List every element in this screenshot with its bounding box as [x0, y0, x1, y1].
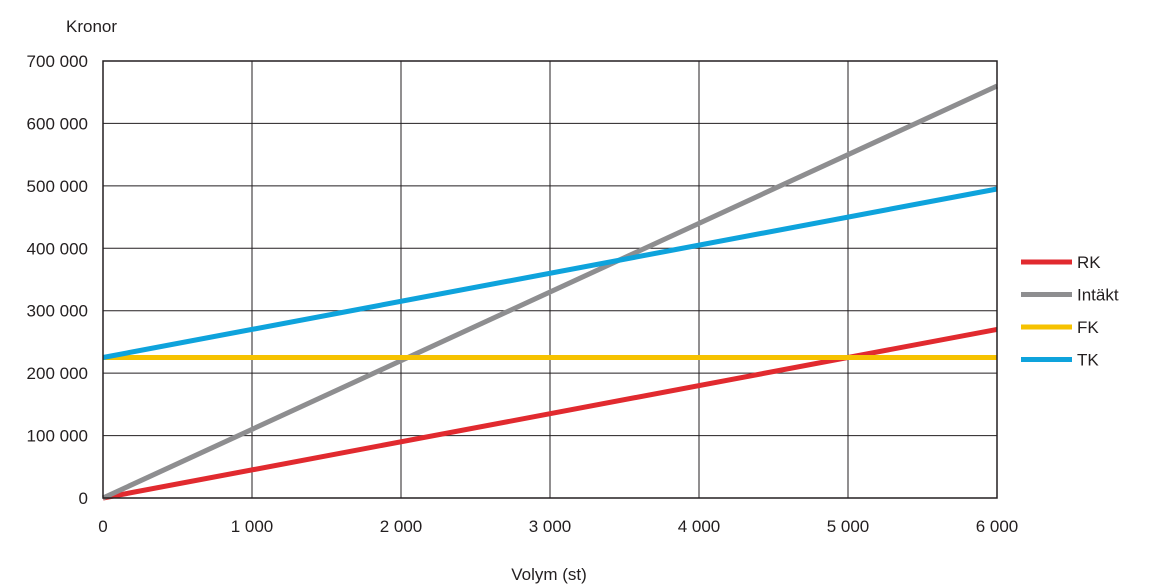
x-tick-label: 4 000: [678, 517, 721, 536]
x-tick-label: 1 000: [231, 517, 274, 536]
y-tick-label: 100 000: [27, 427, 88, 446]
y-tick-labels: 0 100 000 200 000 300 000 400 000 500 000 600 …: [27, 52, 88, 508]
series-line-intäkt: [101, 83, 999, 501]
grid: [102, 60, 998, 499]
x-tick-label: 0: [98, 517, 107, 536]
x-tick-label: 2 000: [380, 517, 423, 536]
plot-frame: [102, 60, 998, 499]
x-tick-label: 3 000: [529, 517, 572, 536]
y-tick-label: 200 000: [27, 364, 88, 383]
y-tick-label: 700 000: [27, 52, 88, 71]
legend-label-rk: RK: [1077, 253, 1101, 272]
y-tick-label: 400 000: [27, 239, 88, 258]
y-tick-label: 0: [79, 489, 88, 508]
x-tick-labels: 0 1 000 2 000 3 000 4 000 5 000 6 000: [98, 517, 1018, 536]
series-lines: [101, 83, 999, 501]
legend: RK Intäkt FK TK: [1021, 253, 1119, 370]
legend-label-intäkt: Intäkt: [1077, 286, 1119, 305]
y-tick-label: 300 000: [27, 302, 88, 321]
y-tick-label: 600 000: [27, 114, 88, 133]
x-axis-label: Volym (st): [511, 565, 587, 584]
y-axis-label: Kronor: [66, 17, 117, 36]
series-line-tk: [102, 186, 998, 360]
x-tick-label: 6 000: [976, 517, 1019, 536]
legend-label-fk: FK: [1077, 318, 1099, 337]
legend-label-tk: TK: [1077, 351, 1099, 370]
x-tick-label: 5 000: [827, 517, 870, 536]
y-tick-label: 500 000: [27, 177, 88, 196]
